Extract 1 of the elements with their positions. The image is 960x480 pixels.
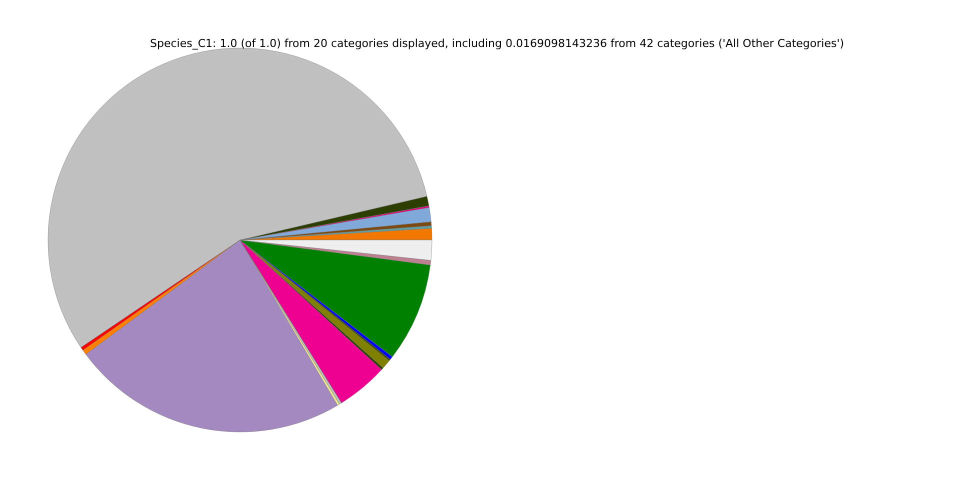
text: Species_C1: 1.0 (of 1.0) from 20 categories displayed, including 0.0169098143236 from 42 categories ('All Other Categories') <box>150 37 844 50</box>
